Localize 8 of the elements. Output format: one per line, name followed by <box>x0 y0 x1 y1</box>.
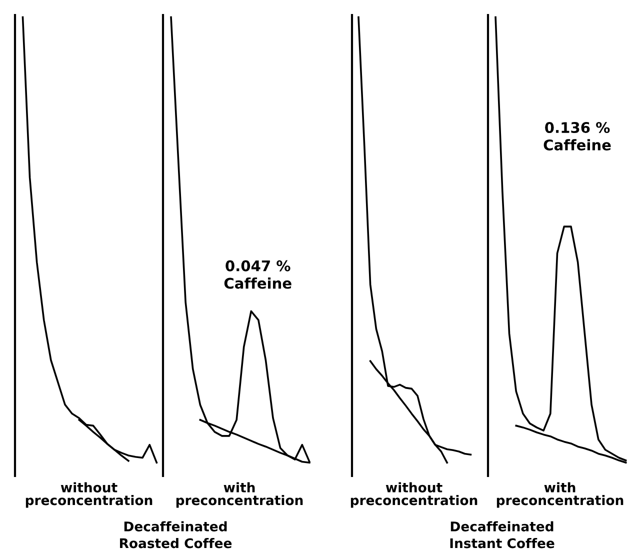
x-axis-title: without preconcentration <box>350 482 478 508</box>
text: Decaffeinated Instant Coffee <box>450 521 554 548</box>
annotation: 0.047 % Caffeine <box>224 260 292 289</box>
x-axis-title: without preconcentration <box>26 482 152 508</box>
x-axis-title: with preconcentration <box>176 482 303 508</box>
text: Decaffeinated Roasted Coffee <box>120 521 232 548</box>
x-axis-title: with preconcentration <box>496 482 624 508</box>
annotation: 0.136 % Caffeine <box>544 122 611 150</box>
